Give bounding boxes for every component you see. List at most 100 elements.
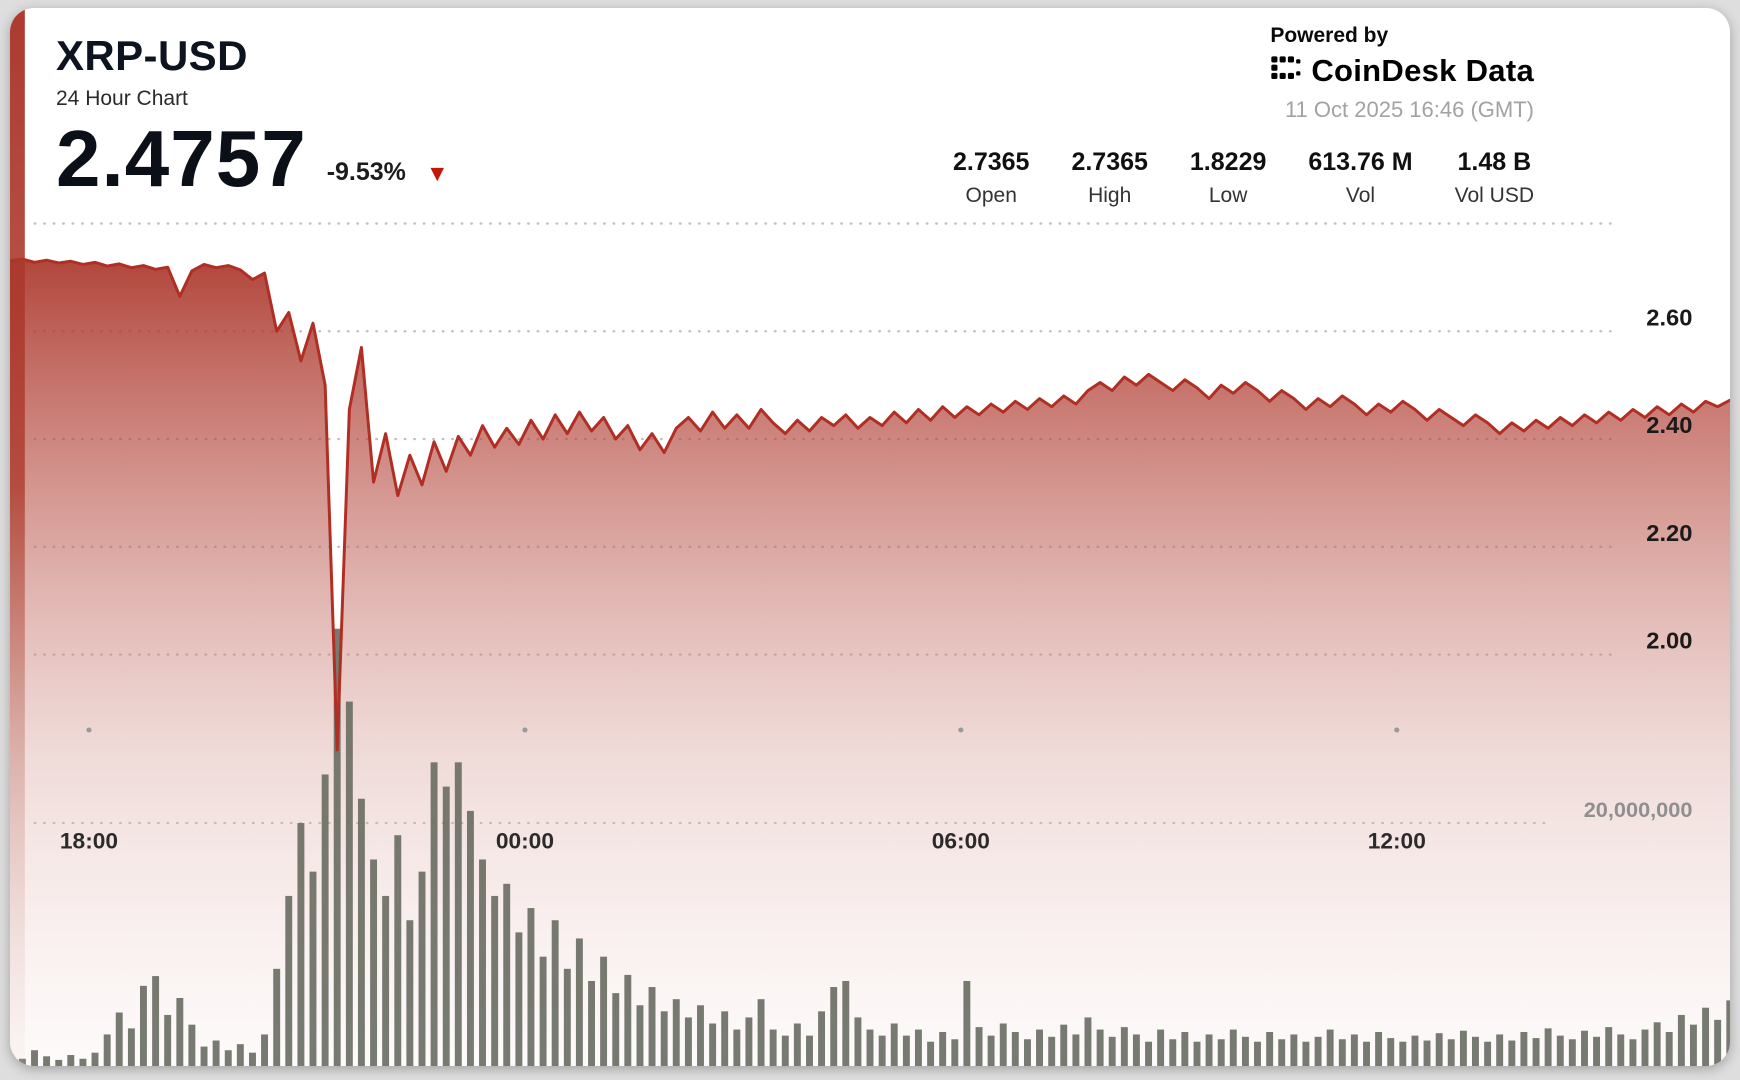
volume-bar (902, 1035, 910, 1066)
volume-bar (103, 1034, 111, 1066)
volume-bar (442, 786, 450, 1066)
volume-bar (1157, 1029, 1165, 1066)
volume-bar (1496, 1034, 1504, 1066)
volume-bar (1726, 1000, 1730, 1066)
volume-bar (188, 1024, 196, 1066)
volume-bar (333, 628, 341, 1066)
volume-bar (830, 987, 838, 1066)
stat-label: Vol USD (1454, 184, 1534, 207)
volume-bar (406, 920, 414, 1066)
time-axis-label: 00:00 (496, 829, 554, 854)
volume-bar (1108, 1036, 1116, 1066)
volume-bar (55, 1059, 63, 1066)
volume-bar (684, 1017, 692, 1066)
timestamp: 11 Oct 2025 16:46 (GMT) (1284, 97, 1534, 122)
coindesk-logo-icon (1270, 55, 1302, 87)
volume-bar (672, 999, 680, 1066)
volume-bar (878, 1035, 886, 1066)
volume-bar (1375, 1032, 1383, 1066)
volume-axis-label: 20,000,000 (1584, 797, 1693, 822)
volume-bar (563, 968, 571, 1066)
time-tick-dot (1394, 727, 1400, 733)
volume-bar (1096, 1029, 1104, 1066)
volume-bar (1290, 1034, 1298, 1066)
current-price: 2.4757 (56, 114, 307, 203)
volume-bar (818, 1011, 826, 1066)
volume-bar (297, 823, 305, 1066)
volume-bar (466, 810, 474, 1066)
volume-bar (1617, 1034, 1625, 1066)
volume-bar (1011, 1032, 1019, 1066)
time-tick-dot (86, 727, 92, 733)
volume-bar (1411, 1035, 1419, 1066)
volume-bar (1350, 1034, 1358, 1066)
down-triangle-icon: ▼ (425, 160, 449, 186)
volume-bar (624, 974, 632, 1066)
volume-bar (987, 1035, 995, 1066)
volume-bar (1145, 1041, 1153, 1066)
volume-bar (927, 1041, 935, 1066)
volume-bar (479, 859, 486, 1066)
coindesk-logo-text: CoinDesk Data (1311, 53, 1534, 88)
coindesk-data-logo[interactable]: CoinDesk Data (1270, 53, 1534, 89)
time-tick-dot (522, 727, 528, 733)
volume-bar (600, 956, 608, 1066)
volume-bar (1568, 1039, 1576, 1066)
volume-bar (1363, 1041, 1370, 1066)
volume-bar (575, 938, 583, 1066)
volume-bar (1060, 1024, 1068, 1066)
volume-bar (648, 987, 656, 1066)
volume-bar (1508, 1040, 1516, 1066)
branding-block: Powered by CoinDes (1270, 24, 1534, 123)
volume-bar (1326, 1029, 1334, 1066)
volume-bar (1205, 1034, 1213, 1066)
stat-volume-usd: 1.48 B Vol USD (1455, 148, 1534, 208)
volume-bar (200, 1046, 208, 1066)
volume-bar (1605, 1027, 1613, 1066)
left-edge-accent (10, 8, 25, 1066)
volume-bar (357, 798, 365, 1066)
stat-value: 2.7365 (952, 148, 1030, 176)
volume-bar (1714, 1019, 1722, 1066)
volume-bar (285, 895, 293, 1066)
volume-bar (91, 1052, 99, 1066)
pair-title: XRP-USD (56, 32, 248, 79)
volume-bar (152, 976, 160, 1066)
volume-bar (236, 1044, 244, 1066)
stat-value: 2.7365 (1071, 148, 1148, 176)
volume-bar (1472, 1036, 1479, 1066)
powered-by-label: Powered by (1270, 24, 1389, 47)
volume-bar (1532, 1038, 1540, 1066)
price-axis-label: 2.40 (1646, 413, 1692, 439)
volume-bar (1459, 1030, 1467, 1066)
volume-bar (1132, 1034, 1140, 1066)
volume-bar (67, 1055, 75, 1066)
time-axis-label: 12:00 (1368, 829, 1426, 854)
price-change-pct: -9.53% (326, 158, 406, 186)
volume-bar (588, 980, 595, 1066)
volume-bar (1217, 1039, 1225, 1066)
ohlc-stats-row: 2.7365 Open 2.7365 High 1.8229 Low 613.7… (953, 148, 1534, 208)
axis-labels: 2.60 2.40 2.20 2.00 20,000,000 18:00 00:00 06:0… (60, 305, 1693, 853)
volume-bar (1193, 1041, 1201, 1066)
volume-bar (721, 1011, 729, 1066)
volume-bar (43, 1056, 51, 1066)
volume-bar (503, 883, 511, 1066)
stat-open: 2.7365 Open (953, 148, 1029, 208)
volume-bar (733, 1029, 741, 1066)
volume-bar (854, 1017, 862, 1066)
volume-bar (781, 1035, 789, 1066)
volume-bar (491, 895, 499, 1066)
chart-header: XRP-USD 24 Hour Chart 2.4757 -9.53% ▼ (56, 32, 449, 203)
volume-bar (697, 1005, 704, 1066)
volume-bar (999, 1023, 1007, 1066)
volume-bar (975, 1027, 983, 1066)
volume-bar (454, 762, 462, 1066)
volume-bar (249, 1052, 256, 1066)
price-axis-label: 2.60 (1646, 305, 1692, 331)
volume-bar (1387, 1038, 1395, 1066)
volume-bar (539, 956, 547, 1066)
price-axis-label: 2.00 (1646, 629, 1692, 655)
volume-bar (1641, 1029, 1649, 1066)
volume-bar (1702, 1007, 1710, 1066)
